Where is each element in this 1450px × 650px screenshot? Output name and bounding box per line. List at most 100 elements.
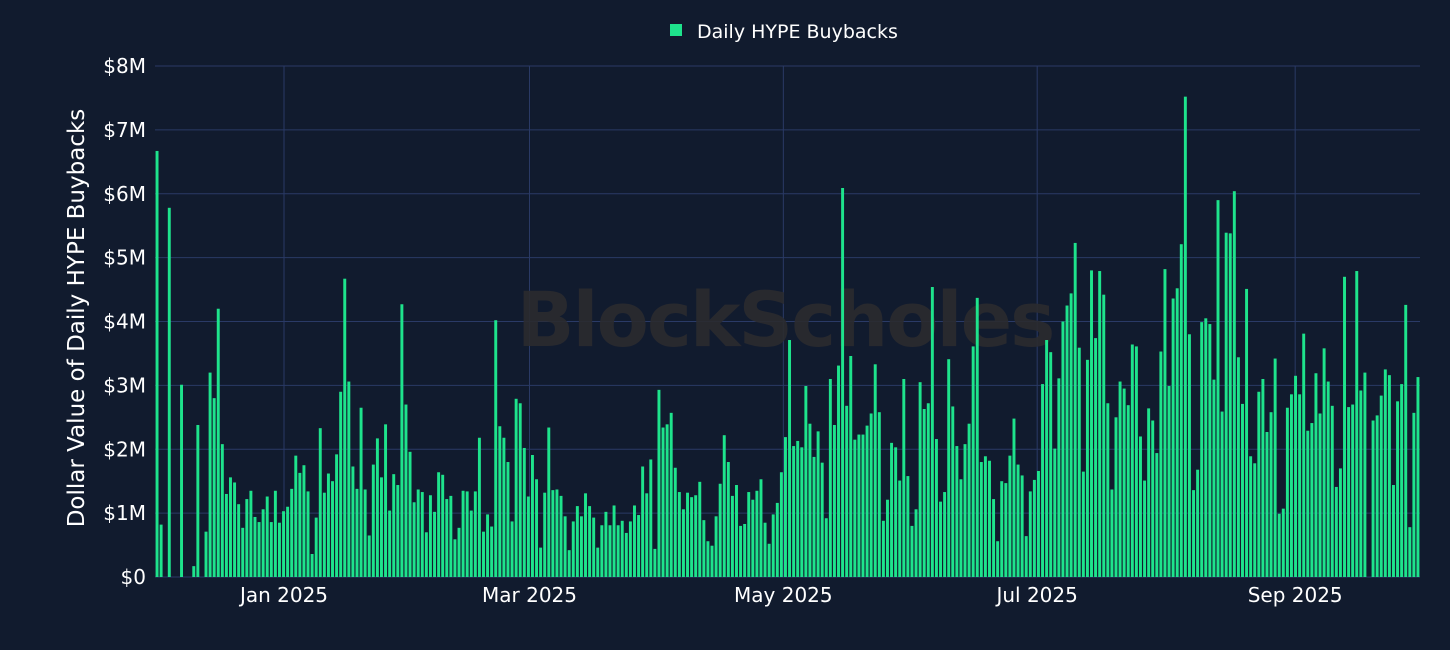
- bar[interactable]: [486, 514, 490, 577]
- bar[interactable]: [502, 437, 506, 577]
- bar[interactable]: [1147, 408, 1151, 577]
- bar[interactable]: [1069, 293, 1073, 577]
- bar[interactable]: [820, 462, 824, 577]
- bar[interactable]: [1020, 475, 1024, 577]
- bar[interactable]: [824, 518, 828, 577]
- bar[interactable]: [522, 447, 526, 577]
- bar[interactable]: [245, 499, 249, 577]
- bar[interactable]: [1036, 470, 1040, 577]
- bar[interactable]: [1387, 375, 1391, 577]
- bar[interactable]: [241, 527, 245, 577]
- bar[interactable]: [1330, 405, 1334, 577]
- bar[interactable]: [1318, 413, 1322, 577]
- bar[interactable]: [396, 485, 400, 577]
- bar[interactable]: [196, 424, 200, 577]
- bar[interactable]: [192, 566, 196, 577]
- bar[interactable]: [653, 548, 657, 577]
- bar[interactable]: [735, 485, 738, 577]
- bar[interactable]: [934, 439, 938, 577]
- bar[interactable]: [1396, 401, 1400, 577]
- bar[interactable]: [600, 525, 604, 577]
- bar[interactable]: [853, 439, 857, 577]
- bar[interactable]: [322, 492, 326, 577]
- bar[interactable]: [457, 527, 461, 577]
- bar[interactable]: [800, 447, 804, 577]
- bar[interactable]: [975, 297, 979, 577]
- bar[interactable]: [702, 520, 706, 577]
- bar[interactable]: [1024, 536, 1028, 577]
- bar[interactable]: [314, 517, 318, 577]
- bar[interactable]: [506, 462, 510, 577]
- bar[interactable]: [363, 489, 367, 577]
- bar[interactable]: [543, 492, 547, 577]
- bar[interactable]: [616, 525, 620, 577]
- bar[interactable]: [1359, 390, 1363, 577]
- bar[interactable]: [355, 488, 359, 577]
- bar[interactable]: [1236, 357, 1240, 577]
- bar[interactable]: [1061, 321, 1065, 578]
- bar[interactable]: [428, 495, 432, 577]
- bar[interactable]: [1351, 404, 1355, 577]
- bar[interactable]: [253, 516, 257, 577]
- bar[interactable]: [910, 525, 914, 577]
- bar[interactable]: [1416, 377, 1420, 577]
- bar[interactable]: [788, 340, 792, 577]
- bar[interactable]: [412, 502, 416, 577]
- bar[interactable]: [918, 382, 922, 577]
- bar[interactable]: [265, 496, 269, 577]
- bar[interactable]: [1200, 322, 1204, 577]
- bar[interactable]: [384, 424, 388, 577]
- bar[interactable]: [877, 412, 881, 577]
- bar[interactable]: [947, 359, 951, 577]
- bar[interactable]: [832, 424, 836, 577]
- bar[interactable]: [620, 520, 624, 577]
- bar[interactable]: [441, 474, 445, 577]
- bar[interactable]: [1175, 288, 1179, 577]
- bar[interactable]: [1192, 490, 1195, 577]
- bar[interactable]: [767, 543, 771, 577]
- bar[interactable]: [535, 479, 539, 577]
- bar[interactable]: [624, 532, 628, 577]
- bar[interactable]: [743, 523, 747, 577]
- bar[interactable]: [861, 434, 865, 577]
- bar[interactable]: [282, 511, 286, 577]
- bar[interactable]: [1338, 468, 1342, 577]
- bar[interactable]: [1265, 432, 1269, 577]
- bar[interactable]: [1114, 417, 1118, 577]
- bar[interactable]: [1392, 485, 1395, 577]
- bar[interactable]: [779, 472, 783, 577]
- bar[interactable]: [1085, 359, 1089, 577]
- bar[interactable]: [1041, 384, 1045, 577]
- bar[interactable]: [229, 477, 232, 577]
- bar[interactable]: [718, 483, 722, 577]
- bar[interactable]: [1253, 463, 1257, 577]
- bar[interactable]: [657, 389, 661, 577]
- bar[interactable]: [661, 427, 665, 577]
- bar[interactable]: [841, 188, 845, 577]
- bar[interactable]: [1110, 489, 1114, 577]
- bar[interactable]: [1355, 271, 1359, 577]
- bar[interactable]: [1196, 469, 1200, 577]
- bar[interactable]: [1081, 471, 1085, 577]
- bar[interactable]: [1163, 269, 1167, 577]
- bar[interactable]: [747, 492, 751, 577]
- bar[interactable]: [514, 398, 518, 577]
- bar[interactable]: [1269, 412, 1273, 577]
- bar[interactable]: [351, 466, 355, 578]
- bar[interactable]: [686, 492, 689, 577]
- bar[interactable]: [571, 521, 575, 577]
- bar[interactable]: [1249, 456, 1253, 577]
- bar[interactable]: [690, 497, 694, 577]
- bar[interactable]: [1016, 464, 1020, 577]
- bar[interactable]: [424, 532, 428, 577]
- bar[interactable]: [959, 479, 963, 577]
- bar[interactable]: [269, 522, 273, 577]
- bar[interactable]: [331, 481, 334, 577]
- bar[interactable]: [1241, 403, 1244, 577]
- bar[interactable]: [277, 522, 281, 577]
- bar[interactable]: [1159, 351, 1163, 577]
- bar[interactable]: [1155, 453, 1159, 577]
- bar[interactable]: [1000, 481, 1004, 577]
- bar[interactable]: [1232, 191, 1236, 577]
- bar[interactable]: [633, 505, 636, 577]
